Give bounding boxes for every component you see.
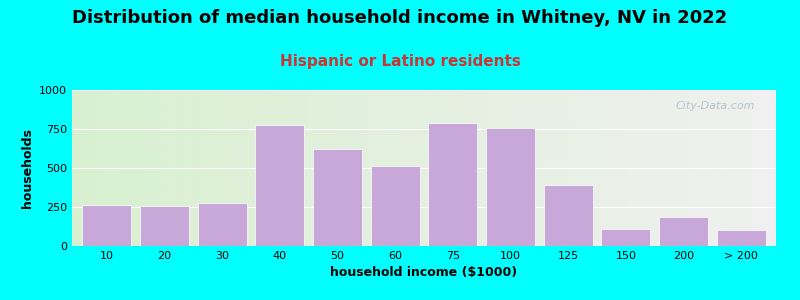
Bar — [82, 206, 131, 246]
Bar — [428, 123, 478, 246]
Bar — [313, 148, 362, 246]
Bar — [370, 167, 420, 246]
Bar — [198, 203, 246, 246]
Bar — [255, 125, 304, 246]
Text: Hispanic or Latino residents: Hispanic or Latino residents — [279, 54, 521, 69]
X-axis label: household income ($1000): household income ($1000) — [330, 266, 518, 279]
Bar — [659, 217, 708, 246]
Bar — [140, 206, 189, 246]
Bar — [602, 229, 650, 246]
Text: City-Data.com: City-Data.com — [675, 101, 755, 111]
Bar — [486, 128, 535, 246]
Bar — [717, 230, 766, 246]
Y-axis label: households: households — [21, 128, 34, 208]
Bar — [544, 185, 593, 246]
Text: Distribution of median household income in Whitney, NV in 2022: Distribution of median household income … — [72, 9, 728, 27]
